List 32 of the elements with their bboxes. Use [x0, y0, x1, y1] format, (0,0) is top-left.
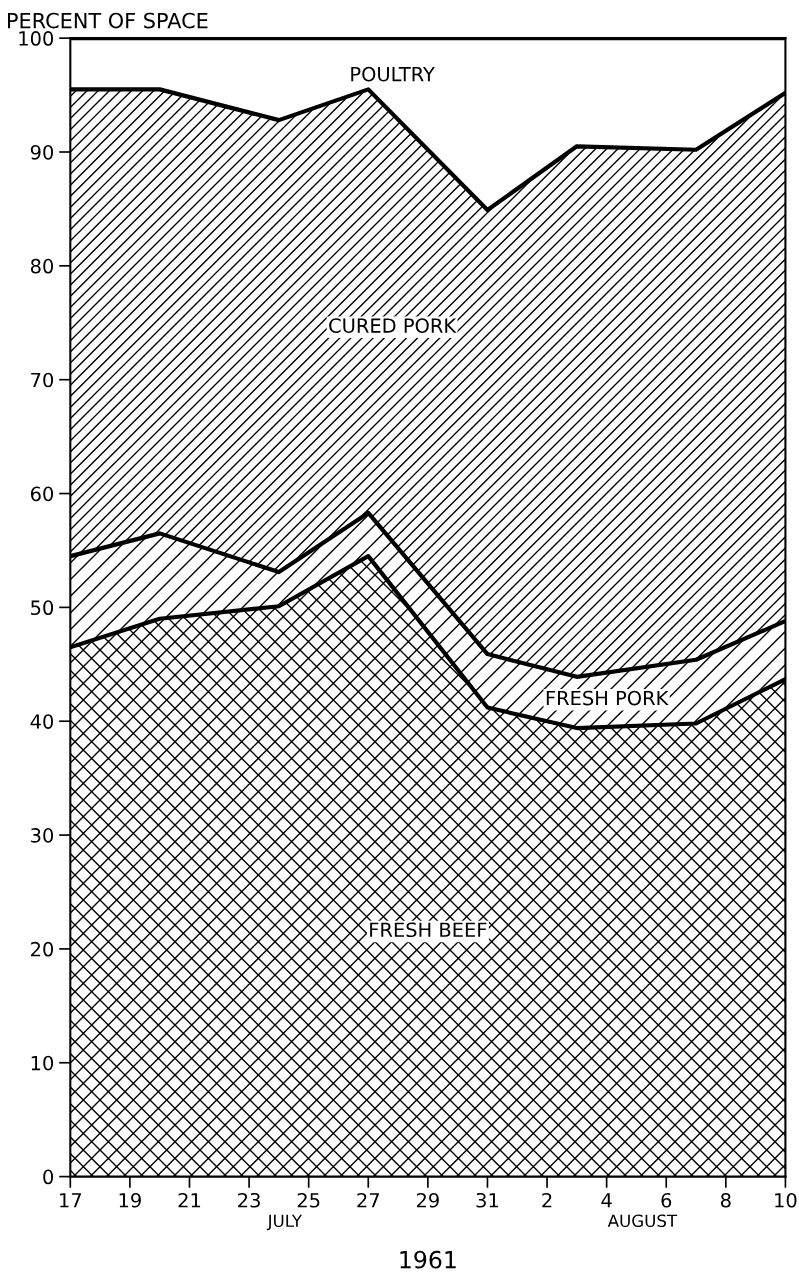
y-tick-label: 20 [31, 941, 54, 957]
x-tick-label: 25 [297, 1192, 320, 1208]
series-label: FRESH PORK [546, 690, 669, 706]
x-tick-label: 17 [60, 1193, 82, 1208]
y-axis-title: PERCENT OF SPACE [8, 12, 208, 29]
y-tick-label: 60 [30, 486, 54, 502]
text: JULY [266, 1214, 303, 1231]
y-tick-label: 50 [31, 600, 54, 616]
y-tick-label: 10 [31, 1055, 54, 1071]
series-label: CURED PORK [329, 318, 457, 333]
x-tick-label: 2 [542, 1192, 552, 1208]
y-tick-label: 70 [31, 372, 54, 388]
series-label: FRESH BEEF [370, 922, 487, 938]
x-tick-label: 8 [720, 1192, 731, 1208]
x-tick-label: 6 [661, 1192, 672, 1208]
x-tick-label: 10 [775, 1192, 797, 1208]
y-tick-label: 80 [30, 258, 54, 274]
x-tick-label: 21 [178, 1192, 201, 1208]
text: AUGUST [607, 1214, 678, 1228]
series-label: POULTRY [351, 66, 435, 82]
x-tick-label: 31 [476, 1192, 499, 1208]
x-tick-label: 29 [416, 1192, 439, 1208]
y-tick-label: 40 [30, 714, 54, 729]
x-tick-label: 4 [601, 1193, 612, 1208]
x-axis-title: 1961 [400, 1250, 456, 1269]
y-tick-label: 100 [19, 31, 54, 46]
y-tick-label: 90 [30, 144, 54, 160]
x-tick-label: 19 [119, 1192, 141, 1208]
x-tick-label: 23 [238, 1192, 260, 1208]
y-tick-label: 30 [31, 828, 54, 843]
y-tick-label: 0 [43, 1169, 54, 1185]
x-tick-label: 27 [357, 1192, 379, 1208]
